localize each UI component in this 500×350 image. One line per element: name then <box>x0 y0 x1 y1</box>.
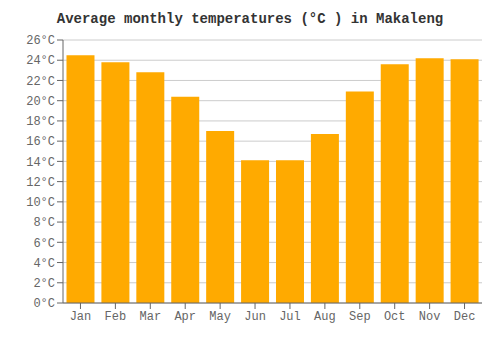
svg-text:Mar: Mar <box>139 310 161 324</box>
svg-text:14°C: 14°C <box>26 156 55 170</box>
svg-text:May: May <box>209 310 231 324</box>
svg-text:Sep: Sep <box>349 310 371 324</box>
svg-text:Nov: Nov <box>419 310 441 324</box>
svg-text:20°C: 20°C <box>26 95 55 109</box>
svg-text:Jun: Jun <box>244 310 266 324</box>
svg-text:4°C: 4°C <box>33 257 55 271</box>
svg-text:8°C: 8°C <box>33 216 55 230</box>
svg-text:Feb: Feb <box>105 310 127 324</box>
svg-text:0°C: 0°C <box>33 297 55 311</box>
svg-text:16°C: 16°C <box>26 135 55 149</box>
svg-text:Jul: Jul <box>279 310 301 324</box>
svg-text:12°C: 12°C <box>26 176 55 190</box>
html-text:Average monthly temperatures (: Average monthly temperatures (°C ) in Ma… <box>56 11 444 27</box>
svg-text:2°C: 2°C <box>33 277 55 291</box>
svg-text:22°C: 22°C <box>26 75 55 89</box>
svg-text:Aug: Aug <box>314 310 336 324</box>
svg-text:26°C: 26°C <box>26 34 55 48</box>
svg-text:Oct: Oct <box>384 310 406 324</box>
svg-text:Jan: Jan <box>70 310 92 324</box>
svg-text:24°C: 24°C <box>26 54 55 68</box>
svg-text:6°C: 6°C <box>33 237 55 251</box>
svg-text:Apr: Apr <box>174 310 196 324</box>
svg-text:Dec: Dec <box>454 310 476 324</box>
svg-text:10°C: 10°C <box>26 196 55 210</box>
svg-text:18°C: 18°C <box>26 115 55 129</box>
